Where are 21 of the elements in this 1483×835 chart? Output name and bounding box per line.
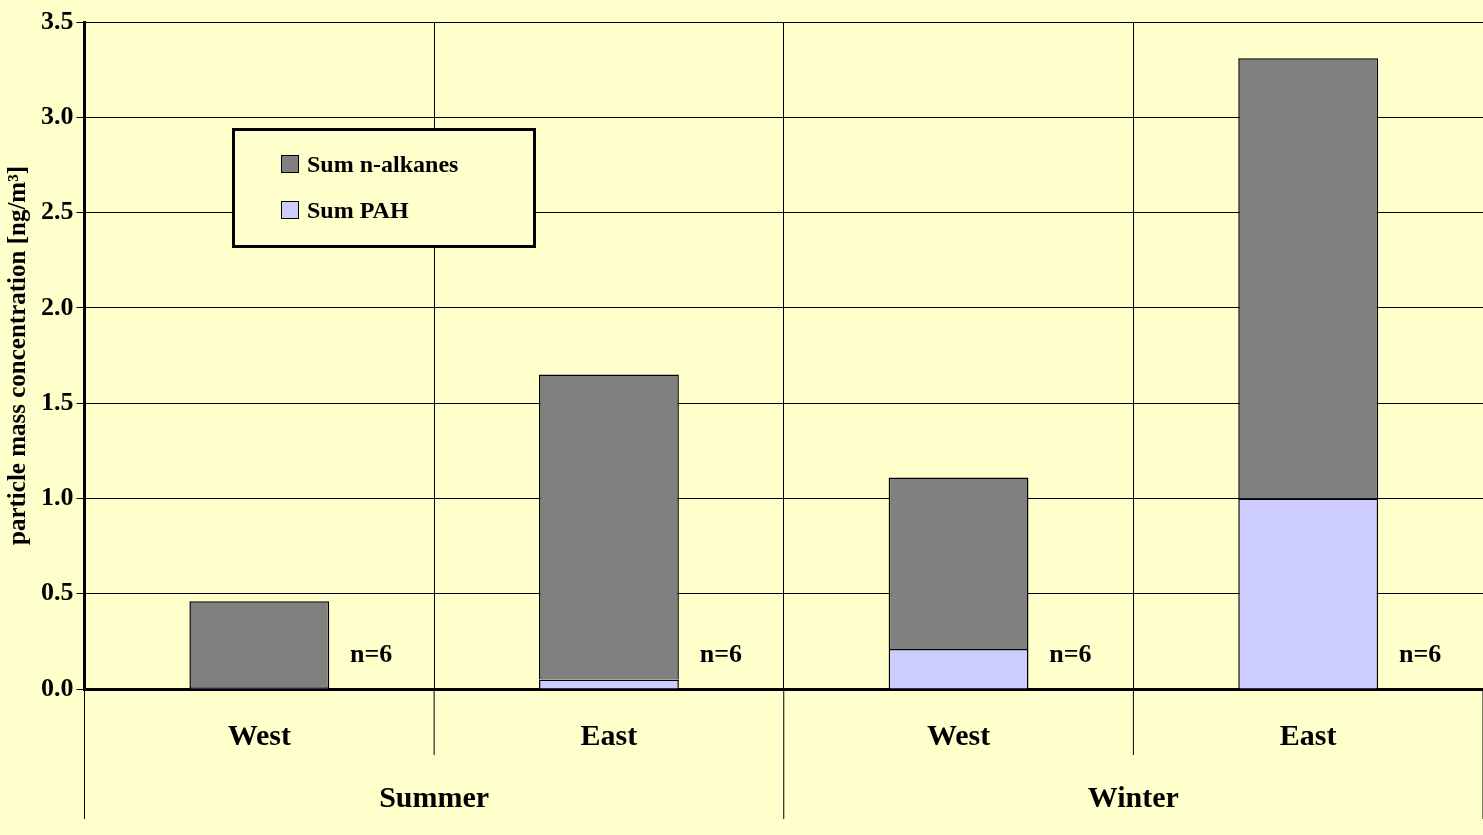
x-tick-label: East xyxy=(580,717,638,751)
y-tick-label: 3.0 xyxy=(41,101,74,130)
annotation: n=6 xyxy=(350,638,393,668)
x-tick-label: West xyxy=(227,717,291,751)
text: Summer xyxy=(379,779,490,813)
annotation: n=6 xyxy=(1049,638,1092,668)
legend-label: Sum PAH xyxy=(307,196,409,224)
x-tick-label: West xyxy=(926,717,991,751)
annotation: n=6 xyxy=(699,638,742,668)
y-axis-title: particle mass concentration [ng/m³] xyxy=(3,166,31,545)
y-tick-label: 1.0 xyxy=(41,482,74,512)
y-tick-label: 2.0 xyxy=(41,291,74,321)
text: Winter xyxy=(1087,779,1179,813)
annotation: n=6 xyxy=(1398,638,1442,668)
y-tick-label: 1.5 xyxy=(41,386,74,416)
x-tick-label: East xyxy=(1279,717,1337,751)
y-tick-label: 0.0 xyxy=(41,672,74,702)
y-tick-label: 0.5 xyxy=(41,577,74,607)
legend-label: Sum n-alkanes xyxy=(307,150,459,178)
y-tick-label: 2.5 xyxy=(41,196,74,226)
y-tick-label: 3.5 xyxy=(41,5,74,35)
